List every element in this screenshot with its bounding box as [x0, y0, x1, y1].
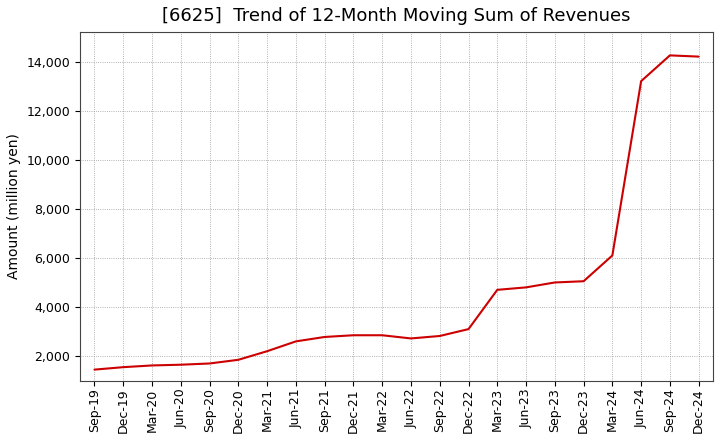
Y-axis label: Amount (million yen): Amount (million yen)	[7, 133, 21, 279]
Title: [6625]  Trend of 12-Month Moving Sum of Revenues: [6625] Trend of 12-Month Moving Sum of R…	[162, 7, 631, 25]
